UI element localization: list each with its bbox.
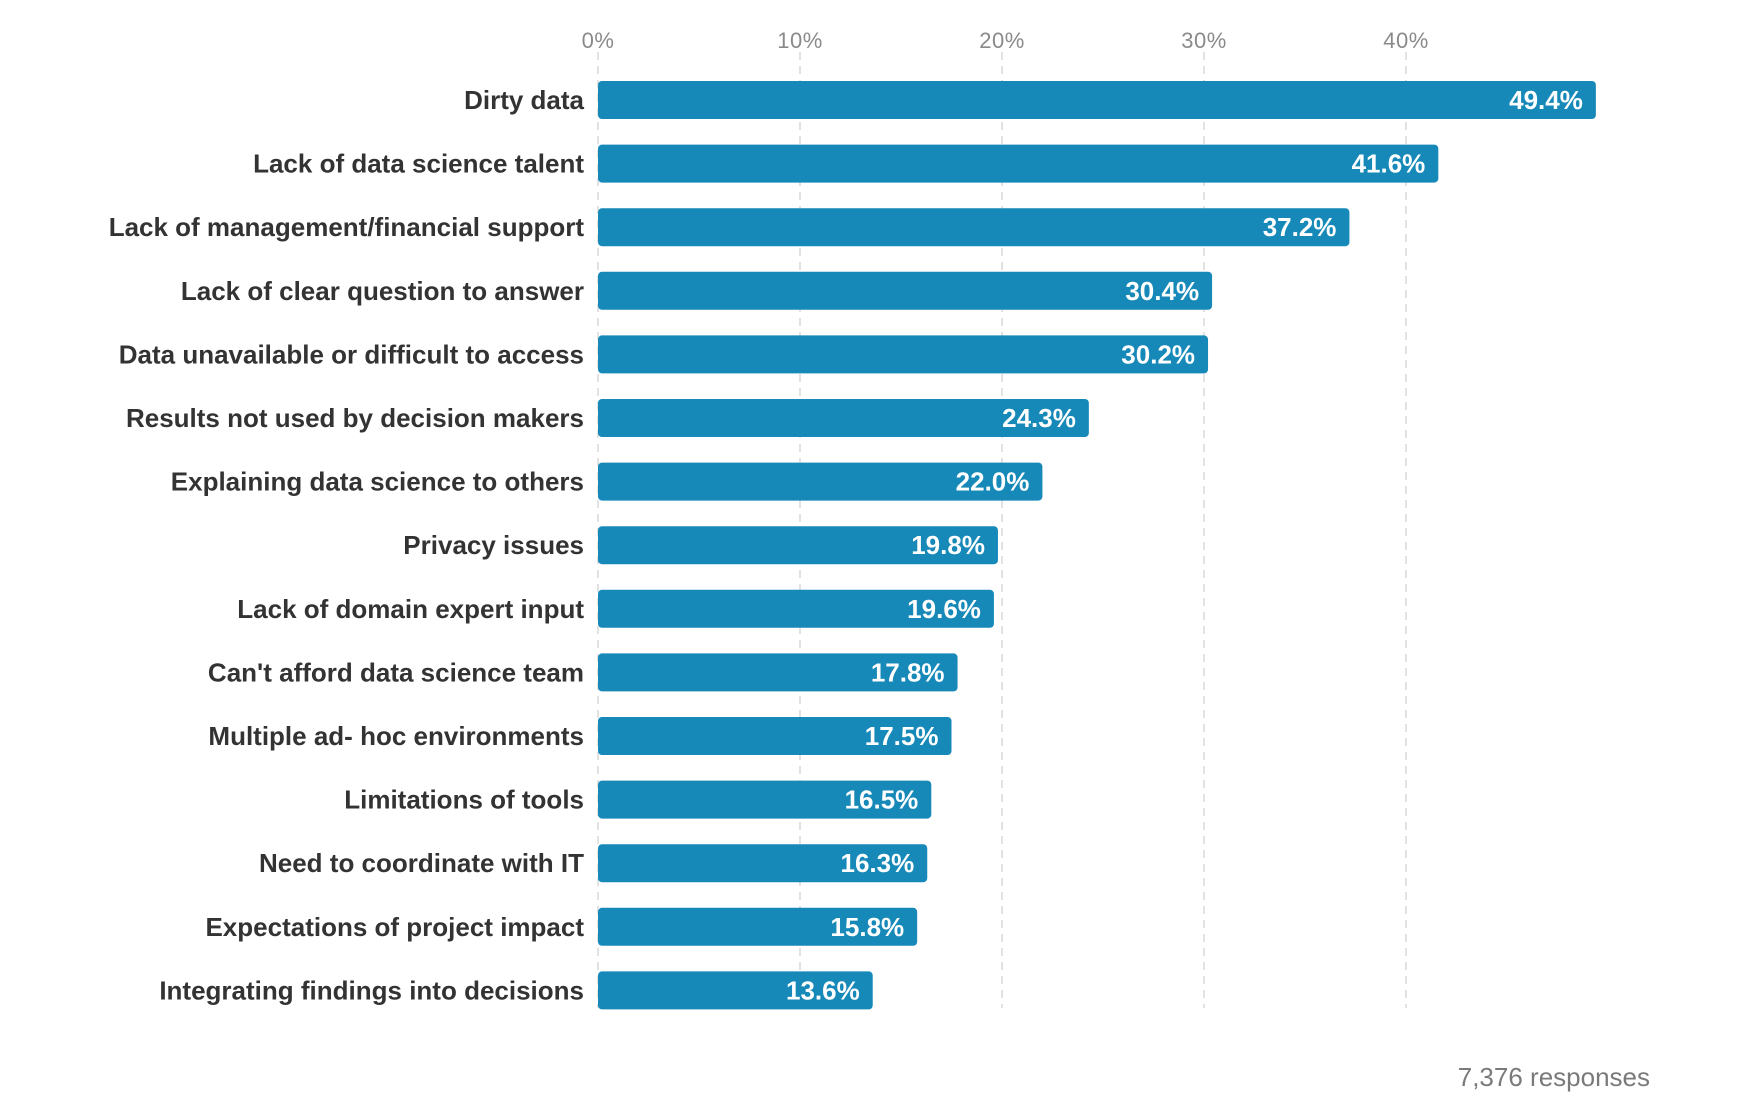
value-label-layer: 49.4% 41.6% 37.2% 30.4% 30.2% 24.3% 22.0% 19.8%… (786, 85, 1583, 1005)
category-label: Multiple ad- hoc environments (208, 721, 584, 751)
data-label: 41.6% (1352, 149, 1426, 179)
x-tick-label: 30% (1181, 28, 1227, 53)
bar (598, 844, 928, 883)
data-label: 13.6% (786, 975, 860, 1005)
data-label: 22.0% (956, 467, 1030, 497)
data-label: 37.2% (1263, 212, 1337, 242)
category-label: Integrating findings into decisions (159, 975, 584, 1005)
x-tick-label: 40% (1383, 28, 1429, 53)
tick-layer: 0% 10% 20% 30% 40% (582, 28, 1429, 53)
category-label: Explaining data science to others (171, 467, 584, 497)
category-label: Data unavailable or difficult to access (119, 339, 584, 369)
category-label: Limitations of tools (344, 785, 584, 815)
category-label: Expectations of project impact (205, 912, 584, 942)
data-label: 30.2% (1121, 339, 1195, 369)
bar (598, 335, 1209, 374)
bar (598, 81, 1596, 119)
category-label: Results not used by decision makers (126, 403, 584, 433)
bar (598, 208, 1350, 247)
x-tick-label: 20% (979, 28, 1025, 53)
category-label: Privacy issues (403, 530, 584, 560)
data-label: 49.4% (1509, 85, 1583, 115)
data-label: 15.8% (830, 912, 904, 942)
data-label: 16.3% (841, 848, 915, 878)
x-tick-label: 0% (582, 28, 615, 53)
data-label: 24.3% (1002, 403, 1076, 433)
category-label: Lack of clear question to answer (181, 276, 584, 306)
bar (598, 144, 1439, 183)
data-label: 16.5% (845, 785, 919, 815)
category-label: Need to coordinate with IT (259, 848, 584, 878)
bar (598, 271, 1213, 310)
data-label: 30.4% (1125, 276, 1199, 306)
bar-layer (598, 81, 1596, 1010)
bar (598, 780, 932, 819)
category-label: Lack of domain expert input (237, 594, 584, 624)
category-label: Dirty data (464, 85, 584, 115)
bar (598, 971, 873, 1010)
category-label-layer: Dirty data Lack of data science talent Lac… (109, 85, 585, 1005)
bar (598, 462, 1043, 501)
response-count: 7,376 responses (1457, 1062, 1650, 1092)
bar (598, 907, 918, 946)
data-label: 19.6% (907, 594, 981, 624)
bar (598, 589, 994, 628)
bar (598, 653, 958, 692)
category-label: Can't afford data science team (208, 657, 584, 687)
category-label: Lack of data science talent (253, 149, 584, 179)
bar (598, 399, 1089, 437)
category-label: Lack of management/financial support (109, 212, 585, 242)
bar (598, 717, 952, 755)
data-label: 17.5% (865, 721, 939, 751)
bar (598, 526, 998, 565)
x-tick-label: 10% (777, 28, 823, 53)
data-label: 19.8% (911, 530, 985, 560)
data-label: 17.8% (871, 657, 945, 687)
